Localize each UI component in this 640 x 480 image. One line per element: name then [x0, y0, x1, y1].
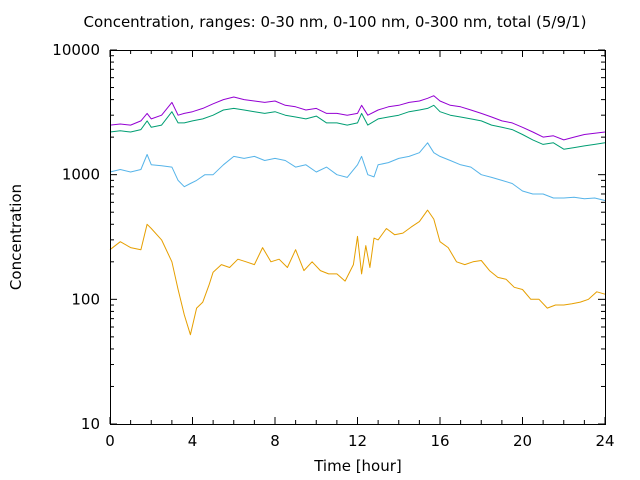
series-line-1 — [109, 209, 606, 336]
y-tick-label: 10 — [81, 415, 100, 433]
series-line-4 — [109, 95, 606, 141]
chart-title: Concentration, ranges: 0-30 nm, 0-100 nm… — [83, 13, 587, 31]
ticks-layer: 0 4 8 12 16 20 24 10 100 1000 10000 — [52, 41, 614, 450]
series-line-3 — [109, 104, 606, 150]
x-tick-label: 8 — [270, 432, 280, 450]
series-line-2 — [109, 142, 606, 201]
x-tick-label: 0 — [105, 432, 115, 450]
series-layer — [109, 95, 606, 336]
y-tick-label: 1000 — [62, 166, 100, 184]
x-tick-label: 16 — [430, 432, 449, 450]
y-tick-label: 10000 — [52, 41, 100, 59]
x-axis-label: Time [hour] — [314, 457, 402, 475]
x-tick-label: 20 — [513, 432, 532, 450]
x-tick-label: 12 — [348, 432, 367, 450]
y-tick-label: 100 — [71, 290, 100, 308]
x-tick-label: 24 — [595, 432, 614, 450]
x-tick-label: 4 — [188, 432, 198, 450]
